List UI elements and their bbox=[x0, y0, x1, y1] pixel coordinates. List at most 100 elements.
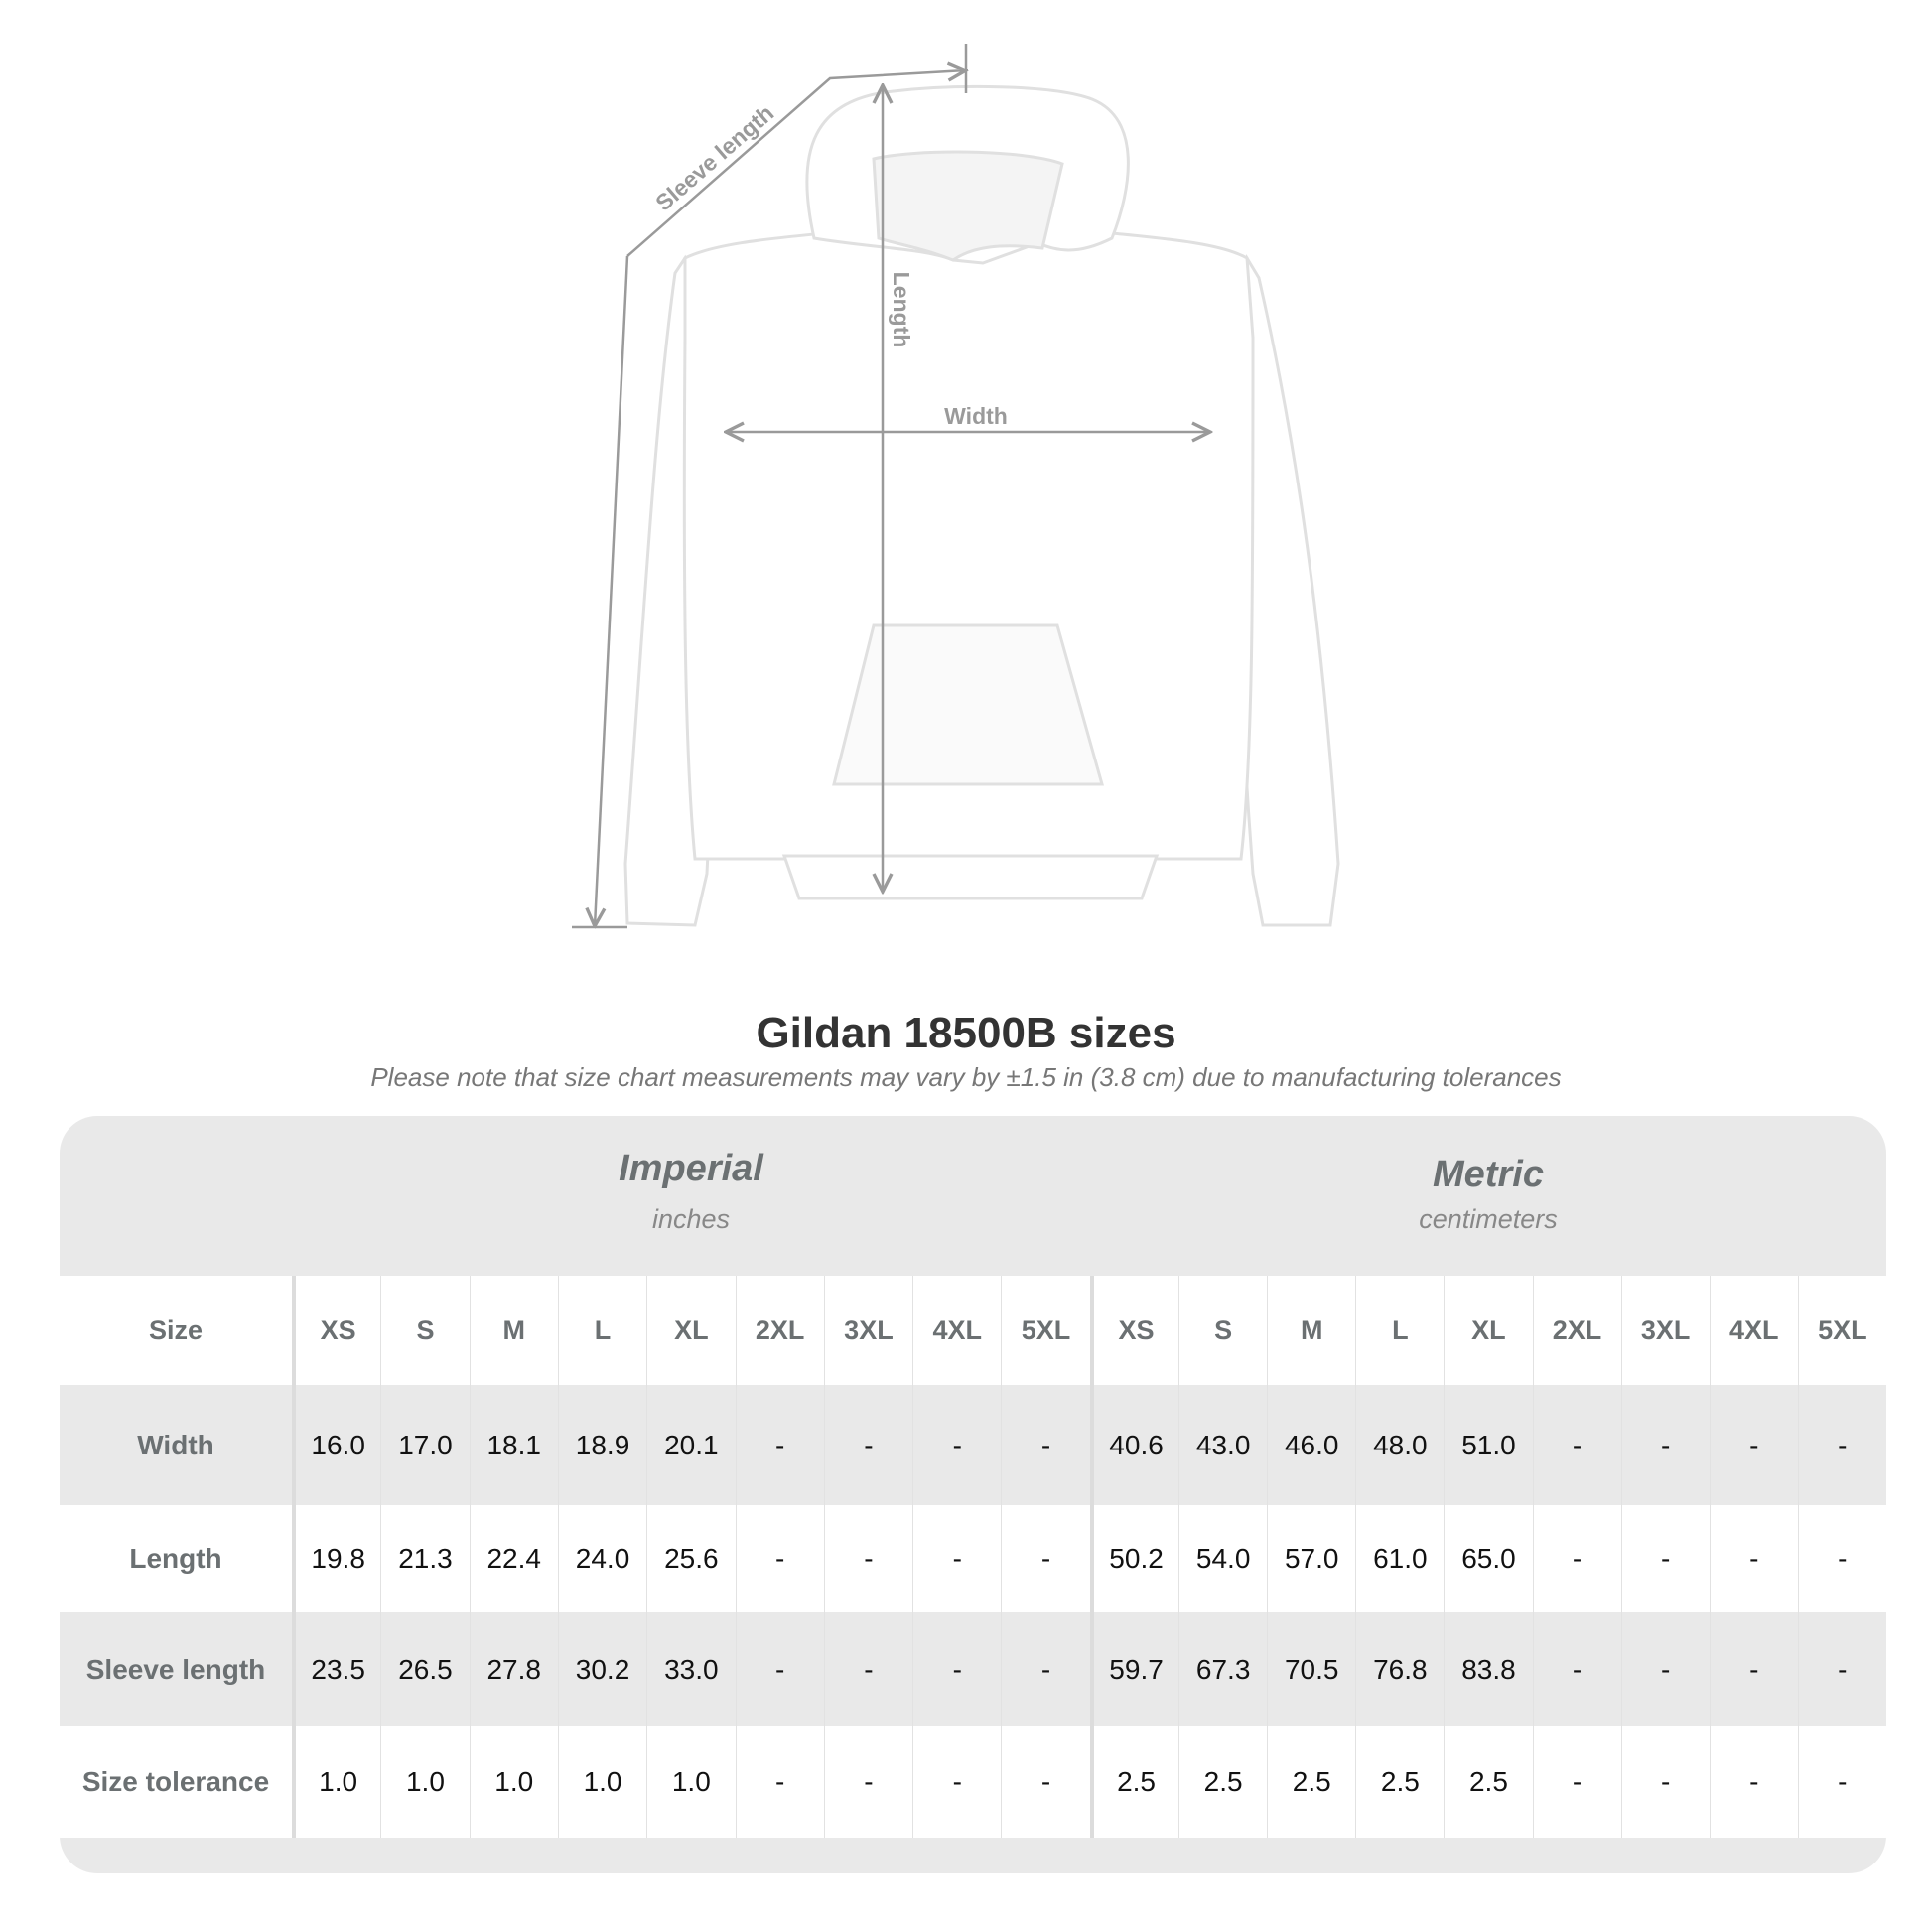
value-cell: 57.0 bbox=[1267, 1505, 1355, 1612]
value-cell: - bbox=[1709, 1505, 1798, 1612]
value-cell: 50.2 bbox=[1090, 1505, 1178, 1612]
hood-opening bbox=[872, 150, 1064, 262]
size-header-cell: L bbox=[1355, 1276, 1444, 1385]
table-row: Size tolerance 1.0 1.0 1.0 1.0 1.0- - - -2.5 2.5 2… bbox=[60, 1726, 1886, 1838]
value-cell: - bbox=[1001, 1726, 1089, 1838]
value-cell: 83.8 bbox=[1444, 1612, 1532, 1726]
value-cell: - bbox=[1797, 1726, 1886, 1838]
size-header-row: Size XS S M L XL 2XL 3XL 4XL 5XL XS S M L XL 2XL 3XL 4XL 5… bbox=[60, 1276, 1886, 1385]
metric-header: Metric centimeters bbox=[1090, 1154, 1886, 1235]
value-cell: 18.9 bbox=[557, 1385, 646, 1505]
table-row: Width 16.0 17.0 18.1 18.9 20.1- - - -40.6 43.0 46.… bbox=[60, 1385, 1886, 1505]
value-cell: - bbox=[912, 1385, 1001, 1505]
waistband bbox=[781, 854, 1160, 900]
value-cell: - bbox=[1709, 1612, 1798, 1726]
value-cell: - bbox=[1709, 1726, 1798, 1838]
value-cell: - bbox=[912, 1612, 1001, 1726]
size-header-cell: 4XL bbox=[1709, 1276, 1798, 1385]
size-header-cell: 5XL bbox=[1797, 1276, 1886, 1385]
value-cell: 2.5 bbox=[1267, 1726, 1355, 1838]
row-label: Size tolerance bbox=[81, 1766, 270, 1797]
size-header-cell: 4XL bbox=[912, 1276, 1001, 1385]
value-cell: 1.0 bbox=[646, 1726, 735, 1838]
imperial-title: Imperial bbox=[619, 1148, 763, 1189]
size-header-cell: 2XL bbox=[1532, 1276, 1621, 1385]
value-cell: 59.7 bbox=[1090, 1612, 1178, 1726]
table-row: Length 19.8 21.3 22.4 24.0 25.6- - - -50.2 54.0 57… bbox=[60, 1505, 1886, 1612]
value-cell: - bbox=[1620, 1726, 1710, 1838]
value-cell: - bbox=[823, 1726, 912, 1838]
value-cell: 22.4 bbox=[469, 1505, 558, 1612]
value-cell: 16.0 bbox=[292, 1385, 380, 1505]
width-label: Width bbox=[944, 403, 1008, 429]
hoodie-image bbox=[623, 84, 1340, 927]
value-cell: - bbox=[1620, 1612, 1710, 1726]
size-header-cell: 3XL bbox=[1620, 1276, 1710, 1385]
value-cell: 18.1 bbox=[469, 1385, 558, 1505]
value-cell: - bbox=[1797, 1385, 1886, 1505]
value-cell: 24.0 bbox=[557, 1505, 646, 1612]
value-cell: - bbox=[1709, 1385, 1798, 1505]
value-cell: - bbox=[1001, 1385, 1089, 1505]
size-header-cell: M bbox=[469, 1276, 558, 1385]
value-cell: - bbox=[735, 1612, 824, 1726]
value-cell: - bbox=[823, 1505, 912, 1612]
length-label: Length bbox=[889, 272, 914, 348]
measure-lines bbox=[572, 44, 1210, 927]
value-cell: 20.1 bbox=[646, 1385, 735, 1505]
size-header-cell: XL bbox=[1444, 1276, 1532, 1385]
value-cell: 48.0 bbox=[1355, 1385, 1444, 1505]
value-cell: 61.0 bbox=[1355, 1505, 1444, 1612]
value-cell: 2.5 bbox=[1355, 1726, 1444, 1838]
value-cell: - bbox=[912, 1505, 1001, 1612]
value-cell: 54.0 bbox=[1178, 1505, 1267, 1612]
size-header-cell: S bbox=[380, 1276, 469, 1385]
metric-title: Metric bbox=[1433, 1154, 1544, 1195]
row-label: Sleeve length bbox=[85, 1653, 266, 1685]
row-label: Width bbox=[137, 1429, 214, 1460]
value-cell: 46.0 bbox=[1267, 1385, 1355, 1505]
size-header-cell: M bbox=[1267, 1276, 1355, 1385]
value-cell: 27.8 bbox=[469, 1612, 558, 1726]
size-header-cell: 3XL bbox=[823, 1276, 912, 1385]
value-cell: - bbox=[1797, 1612, 1886, 1726]
value-cell: - bbox=[823, 1612, 912, 1726]
value-cell: 33.0 bbox=[646, 1612, 735, 1726]
value-cell: 67.3 bbox=[1178, 1612, 1267, 1726]
value-cell: 51.0 bbox=[1444, 1385, 1532, 1505]
pocket bbox=[832, 623, 1104, 786]
size-header-cell: XS bbox=[1090, 1276, 1178, 1385]
size-header-cell: L bbox=[557, 1276, 646, 1385]
value-cell: 19.8 bbox=[292, 1505, 380, 1612]
value-cell: - bbox=[1001, 1612, 1089, 1726]
value-cell: - bbox=[1532, 1726, 1621, 1838]
value-cell: 2.5 bbox=[1178, 1726, 1267, 1838]
sleeve-length-label: Sleeve length bbox=[650, 100, 778, 216]
value-cell: - bbox=[912, 1726, 1001, 1838]
size-header-cell: 5XL bbox=[1001, 1276, 1089, 1385]
value-cell: 30.2 bbox=[557, 1612, 646, 1726]
value-cell: - bbox=[1532, 1612, 1621, 1726]
value-cell: - bbox=[1620, 1385, 1710, 1505]
value-cell: 26.5 bbox=[380, 1612, 469, 1726]
metric-unit: centimeters bbox=[1419, 1204, 1558, 1234]
value-cell: 1.0 bbox=[469, 1726, 558, 1838]
tolerance-note: Please note that size chart measurements… bbox=[370, 1062, 1562, 1092]
value-cell: 65.0 bbox=[1444, 1505, 1532, 1612]
value-cell: - bbox=[735, 1385, 824, 1505]
hoodie-diagram: Sleeve length Length Width bbox=[572, 44, 1340, 953]
value-cell: - bbox=[1001, 1505, 1089, 1612]
size-header-cell: XL bbox=[646, 1276, 735, 1385]
sleeve-length-line bbox=[626, 70, 966, 257]
value-cell: 1.0 bbox=[292, 1726, 380, 1838]
value-cell: - bbox=[1797, 1505, 1886, 1612]
row-label: Size bbox=[148, 1314, 204, 1345]
size-header-cell: XS bbox=[292, 1276, 380, 1385]
imperial-header: Imperial inches bbox=[292, 1148, 1090, 1235]
row-label: Length bbox=[129, 1543, 222, 1574]
value-cell: 1.0 bbox=[380, 1726, 469, 1838]
size-table: Imperial inches Metric centimeters Size X… bbox=[60, 1116, 1886, 1873]
size-header-cell: 2XL bbox=[735, 1276, 824, 1385]
value-cell: 1.0 bbox=[557, 1726, 646, 1838]
size-header-cell: S bbox=[1178, 1276, 1267, 1385]
